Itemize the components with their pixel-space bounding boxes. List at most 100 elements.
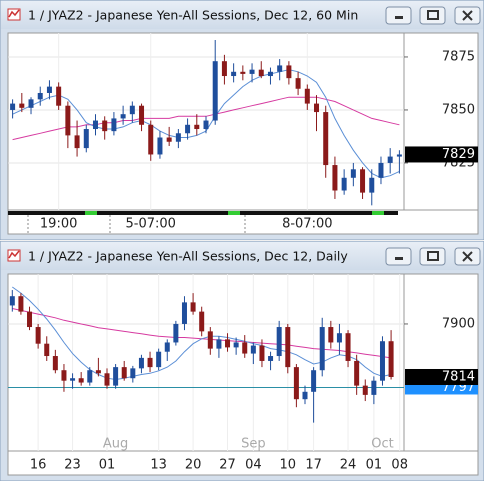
x-tick-label: 17: [305, 458, 322, 473]
x-tick-label: 08: [391, 458, 408, 473]
candle-body: [336, 333, 342, 343]
candle-body: [102, 120, 108, 132]
candle-body: [311, 370, 317, 392]
candle-body: [194, 124, 200, 130]
maximize-button[interactable]: [419, 6, 446, 25]
candle-body: [164, 342, 170, 352]
time-axis: [7, 450, 479, 476]
x-tick-label: 16: [30, 458, 47, 473]
candle-body: [233, 342, 239, 348]
candle-body: [83, 129, 89, 149]
session-bar: [85, 211, 97, 215]
candle-body: [249, 69, 255, 74]
candle-body: [87, 370, 93, 383]
candle-body: [104, 373, 110, 386]
candle-body: [268, 356, 274, 361]
candle-body: [120, 114, 126, 119]
candle-body: [388, 341, 394, 377]
candle-body: [302, 391, 308, 400]
candle-body: [130, 368, 136, 379]
candle-body: [18, 296, 24, 312]
candle-body: [323, 112, 329, 166]
x-tick-label: 5-07:00: [126, 217, 176, 232]
chart-window: 1 / JYAZ2 - Japanese Yen-All Sessions, D…: [0, 241, 484, 481]
x-tick-label: 10: [280, 458, 297, 473]
candle-body: [27, 311, 33, 328]
candle-body: [240, 71, 246, 74]
candle-body: [95, 370, 101, 374]
x-tick-label: 01: [99, 458, 116, 473]
minimize-button[interactable]: [385, 247, 412, 266]
session-bar: [8, 211, 398, 215]
candle-body: [199, 311, 205, 332]
y-tick-label: 7875: [442, 49, 475, 64]
maximize-button-glyph: [427, 10, 439, 20]
minimize-button[interactable]: [385, 6, 412, 25]
candle-body: [9, 296, 15, 306]
close-button-glyph: [462, 10, 473, 21]
x-tick-label: 27: [219, 458, 236, 473]
candle-body: [56, 86, 62, 106]
candle-body: [203, 120, 209, 130]
candle-body: [295, 78, 301, 89]
x-tick-label: 04: [245, 458, 262, 473]
candle-body: [285, 327, 291, 368]
window-title: 1 / JYAZ2 - Japanese Yen-All Sessions, D…: [28, 249, 348, 264]
candle-body: [378, 162, 384, 178]
minimize-button-glyph: [395, 257, 403, 260]
candle-body: [35, 327, 41, 344]
candle-body: [250, 345, 256, 354]
moving-average: [12, 286, 392, 381]
x-tick-label: 23: [64, 458, 81, 473]
x-tick-label: 01: [366, 458, 383, 473]
candle-body: [78, 378, 84, 383]
x-tick-label: 19:00: [40, 217, 77, 232]
candle-body: [258, 69, 264, 77]
candle-body: [121, 367, 127, 379]
candle-body: [216, 339, 222, 349]
candle-body: [387, 156, 393, 163]
y-tick-label: 7850: [442, 102, 475, 117]
candle-body: [185, 124, 191, 134]
candle-body: [46, 86, 52, 93]
close-button-glyph: [462, 251, 473, 262]
candle-body: [332, 165, 338, 191]
candle-body: [286, 65, 292, 79]
candle-body: [293, 367, 299, 400]
candle-body: [328, 327, 334, 343]
candle-body: [28, 99, 34, 108]
x-tick-label: 8-07:00: [282, 217, 332, 232]
candle-body: [138, 357, 144, 369]
session-bar: [372, 211, 384, 215]
maximize-button-glyph: [427, 251, 439, 261]
candle-body: [221, 61, 227, 77]
window-icon: [8, 9, 20, 18]
candle-body: [396, 154, 402, 157]
candle-body: [92, 120, 98, 130]
candle-body: [74, 135, 80, 149]
plot-area: [7, 273, 405, 452]
price-axis: [403, 32, 479, 211]
month-label: Oct: [371, 437, 393, 452]
candle-body: [10, 103, 16, 110]
candle-body: [276, 327, 282, 357]
candle-body: [231, 71, 237, 77]
candle-body: [173, 323, 179, 343]
month-label: Sep: [241, 437, 266, 452]
candle-body: [277, 65, 283, 72]
candle-body: [147, 357, 153, 368]
candle-body: [225, 339, 231, 348]
maximize-button[interactable]: [419, 247, 446, 266]
window-icon: [8, 250, 20, 259]
candle-body: [70, 378, 76, 381]
candle-body: [156, 351, 162, 368]
candle-body: [52, 356, 58, 371]
candle-body: [267, 71, 273, 77]
chart-window: 1 / JYAZ2 - Japanese Yen-All Sessions, D…: [0, 0, 484, 240]
candle-body: [362, 385, 368, 395]
candle-body: [111, 118, 117, 132]
candle-body: [190, 302, 196, 312]
candle-body: [212, 61, 218, 121]
x-tick-label: 13: [150, 458, 167, 473]
candle-body: [354, 360, 360, 386]
